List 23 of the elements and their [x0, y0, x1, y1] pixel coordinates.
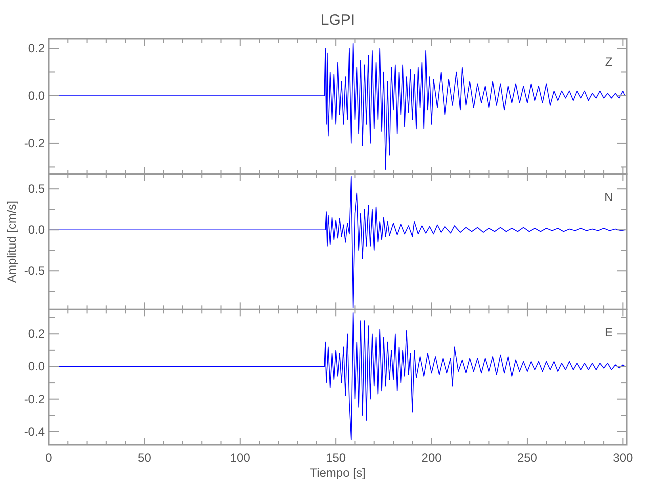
y-tick-label: 0.2	[28, 41, 46, 56]
y-tick-label: -0.2	[24, 136, 46, 150]
y-tick-label: -0.4	[24, 424, 46, 439]
y-tick-label: 0.5	[28, 182, 46, 196]
annotation: N	[604, 190, 614, 204]
y-tick-label: 0.0	[28, 88, 46, 103]
x-tick-label: 50	[138, 451, 152, 465]
y-tick-label: 0.0	[28, 360, 46, 374]
y-tick-label: -0.5	[24, 264, 46, 278]
y-tick-label: -0.2	[24, 392, 46, 406]
x-tick-label: 250	[517, 451, 538, 465]
x-tick-label: 300	[613, 451, 634, 465]
x-tick-label: 100	[230, 451, 251, 465]
chart-title: LGPI	[320, 12, 356, 29]
y-tick-label: 0.0	[28, 223, 46, 238]
annotation: E	[604, 326, 614, 340]
x-tick-label: 200	[422, 451, 442, 465]
annotation: Z	[605, 55, 613, 69]
y-tick-label: 0.2	[28, 327, 46, 342]
y-axis-title: Amplitud [cm/s]	[5, 200, 19, 284]
x-tick-label: 150	[326, 451, 346, 465]
x-axis-title: Tiempo [s]	[310, 466, 366, 480]
x-tick-label: 0	[46, 451, 53, 465]
